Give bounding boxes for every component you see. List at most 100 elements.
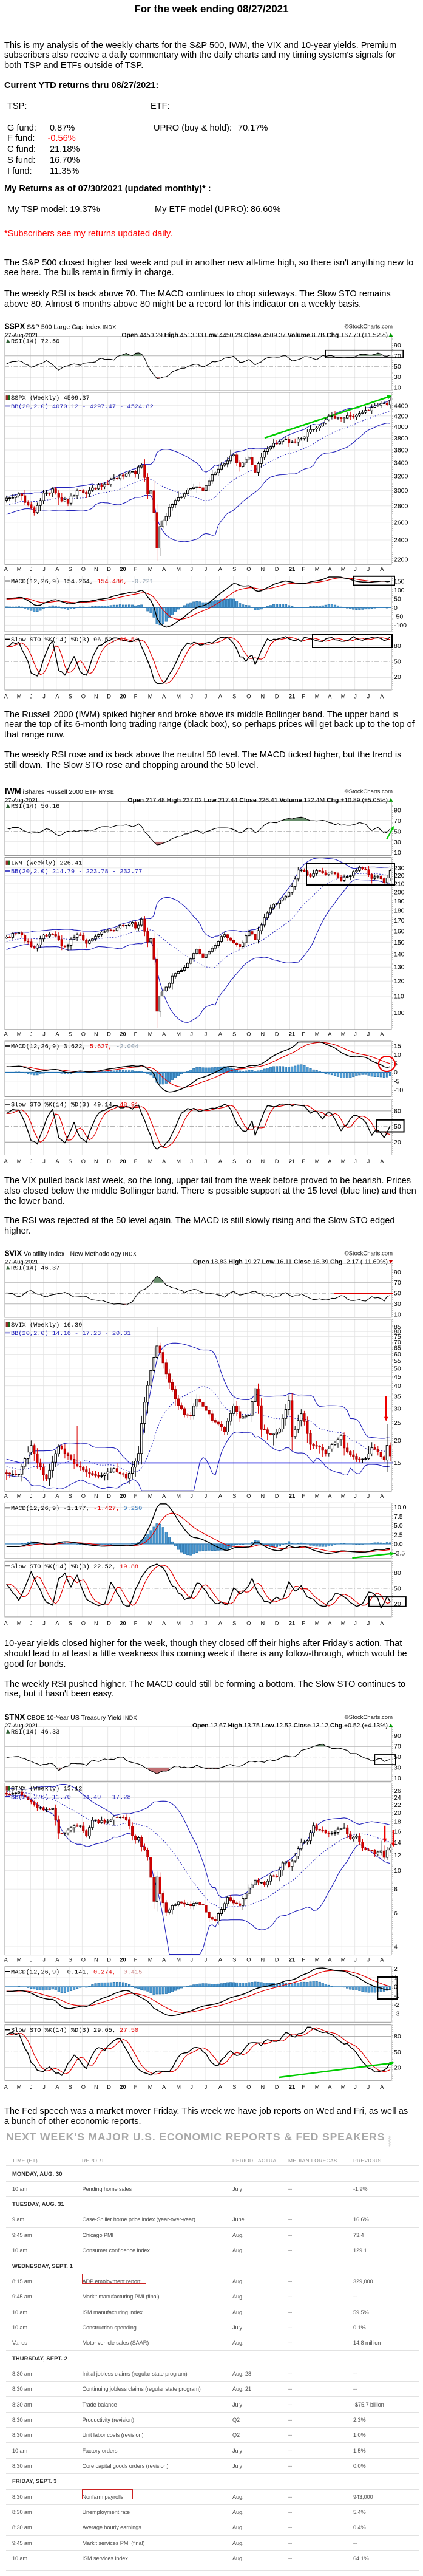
svg-text:F: F (302, 1493, 305, 1499)
svg-text:O: O (81, 1956, 86, 1963)
svg-text:20: 20 (120, 566, 126, 572)
svg-text:-100: -100 (394, 622, 407, 629)
svg-text:O: O (246, 1493, 251, 1499)
svg-text:A: A (218, 1031, 223, 1037)
svg-text:M: M (148, 1956, 153, 1963)
svg-text:50: 50 (394, 658, 401, 666)
svg-text:Slow STO %K(14) %D(3) 96.52, 9: Slow STO %K(14) %D(3) 96.52, 96.51 (11, 637, 138, 644)
svg-text:50: 50 (394, 1754, 401, 1761)
svg-text:N: N (94, 1956, 98, 1963)
svg-text:J: J (30, 1620, 33, 1626)
svg-text:A: A (162, 566, 166, 572)
svg-text:21: 21 (289, 1158, 295, 1164)
svg-text:21: 21 (289, 1031, 295, 1037)
svg-text:190: 190 (394, 898, 405, 905)
svg-text:40: 40 (394, 1382, 401, 1390)
svg-text:M: M (148, 2084, 153, 2090)
svg-text:80: 80 (394, 1107, 401, 1115)
svg-text:S: S (69, 1620, 72, 1626)
svg-text:S: S (69, 694, 72, 700)
svg-text:A: A (380, 1956, 384, 1963)
svg-text:J: J (190, 1620, 193, 1626)
svg-text:F: F (302, 1031, 305, 1037)
svg-text:J: J (205, 1158, 208, 1164)
svg-text:Open 18.83 High 19.27 Low 16: Open 18.83 High 19.27 Low 16.11 Close 16… (193, 1259, 388, 1266)
svg-text:-2.5: -2.5 (394, 1550, 405, 1557)
svg-text:F: F (134, 1620, 138, 1626)
svg-text:A: A (328, 1031, 332, 1037)
svg-text:65: 65 (394, 1345, 401, 1352)
svg-text:M: M (148, 1493, 153, 1499)
svg-text:M: M (17, 1158, 22, 1164)
svg-text:D: D (275, 1493, 279, 1499)
svg-text:O: O (81, 694, 86, 700)
svg-text:21: 21 (289, 1493, 295, 1499)
svg-text:M: M (176, 1158, 181, 1164)
svg-text:D: D (275, 1956, 279, 1963)
svg-text:N: N (94, 566, 98, 572)
svg-text:A: A (55, 1158, 59, 1164)
svg-text:20: 20 (120, 694, 126, 700)
svg-text:3800: 3800 (394, 435, 408, 442)
svg-text:J: J (190, 1493, 193, 1499)
svg-text:MACD(12,26,9) 3.622, 5.627, -2: MACD(12,26,9) 3.622, 5.627, -2.004 (11, 1044, 138, 1051)
svg-text:$TNX CBOE 10-Year US Treasury: $TNX CBOE 10-Year US Treasury Yield INDX (5, 1712, 137, 1721)
svg-text:F: F (134, 1956, 138, 1963)
svg-text:-2: -2 (394, 2001, 399, 2009)
svg-text:MACD(12,26,9) -0.141, 0.274, -: MACD(12,26,9) -0.141, 0.274, -0.415 (11, 1969, 142, 1976)
svg-text:27-Aug-2021: 27-Aug-2021 (5, 797, 38, 804)
svg-text:J: J (190, 1031, 193, 1037)
svg-text:M: M (176, 694, 181, 700)
svg-text:M: M (341, 1031, 346, 1037)
svg-text:120: 120 (394, 978, 405, 985)
svg-text:O: O (81, 566, 86, 572)
svg-text:26: 26 (394, 1788, 401, 1795)
svg-text:230: 230 (394, 864, 405, 872)
svg-text:50: 50 (394, 363, 401, 371)
svg-text:20: 20 (120, 1493, 126, 1499)
svg-text:A: A (218, 1158, 223, 1164)
svg-text:BB(20,2.0) 14.16 - 17.23 - 20.: BB(20,2.0) 14.16 - 17.23 - 20.31 (11, 1330, 131, 1338)
svg-text:J: J (205, 1493, 208, 1499)
svg-text:A: A (162, 1158, 166, 1164)
svg-text:A: A (55, 566, 59, 572)
svg-text:M: M (176, 1620, 181, 1626)
svg-text:O: O (246, 1956, 251, 1963)
svg-text:M: M (176, 1031, 181, 1037)
svg-text:27-Aug-2021: 27-Aug-2021 (5, 1723, 38, 1729)
svg-text:J: J (42, 1956, 46, 1963)
svg-text:M: M (148, 1031, 153, 1037)
svg-text:A: A (4, 1620, 8, 1626)
svg-text:J: J (354, 1620, 357, 1626)
svg-text:S: S (69, 2084, 72, 2090)
svg-text:N: N (261, 1031, 265, 1037)
svg-text:A: A (162, 1493, 166, 1499)
svg-text:D: D (107, 566, 111, 572)
svg-text:S: S (232, 1158, 236, 1164)
svg-text:30: 30 (394, 1405, 401, 1412)
svg-text:18: 18 (394, 1819, 401, 1826)
svg-text:55: 55 (394, 1358, 401, 1365)
svg-text:O: O (246, 566, 251, 572)
svg-text:A: A (4, 566, 8, 572)
svg-text:©StockCharts.com: ©StockCharts.com (345, 324, 393, 330)
svg-text:8: 8 (394, 1886, 398, 1893)
svg-text:0: 0 (394, 604, 398, 612)
svg-text:90: 90 (394, 1269, 401, 1276)
svg-text:4: 4 (394, 1944, 398, 1951)
svg-text:20: 20 (120, 1956, 126, 1963)
svg-text:O: O (81, 2084, 86, 2090)
svg-text:A: A (4, 1031, 8, 1037)
svg-text:J: J (30, 2084, 33, 2090)
svg-text:M: M (176, 1956, 181, 1963)
svg-text:M: M (315, 1158, 320, 1164)
svg-text:F: F (302, 566, 305, 572)
svg-text:J: J (367, 1493, 370, 1499)
svg-text:D: D (107, 1493, 111, 1499)
svg-text:A: A (55, 1031, 59, 1037)
svg-text:D: D (107, 2084, 111, 2090)
svg-text:M: M (315, 1493, 320, 1499)
svg-text:J: J (367, 1031, 370, 1037)
svg-text:$SPX (Weekly) 4509.37: $SPX (Weekly) 4509.37 (11, 395, 90, 402)
svg-text:45: 45 (394, 1373, 401, 1381)
